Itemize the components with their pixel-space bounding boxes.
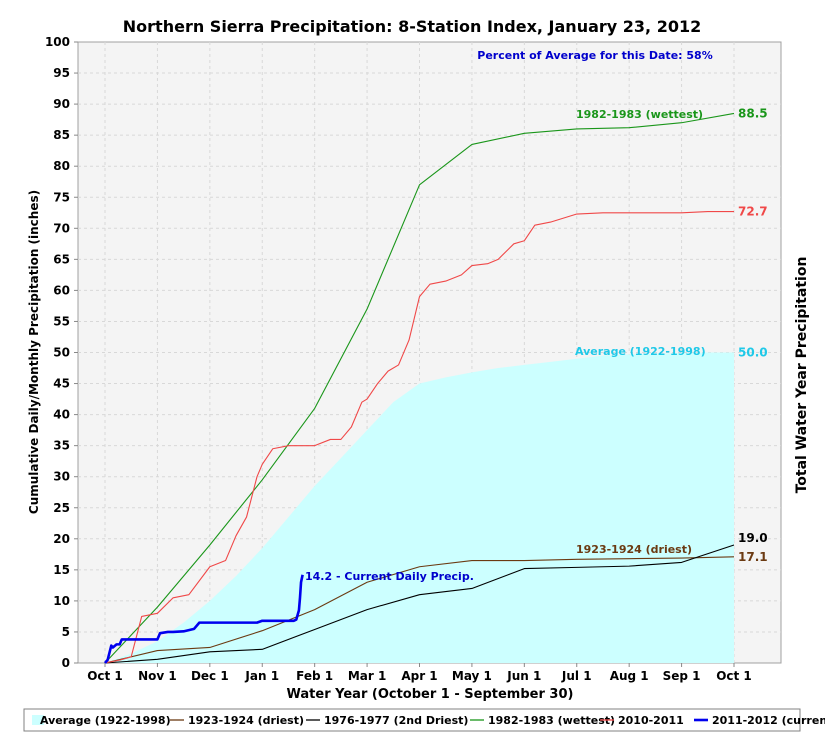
x-tick-label: Nov 1 [138, 669, 177, 683]
legend-label: Average (1922-1998) [40, 714, 171, 727]
y-tick-label: 95 [53, 66, 70, 80]
x-tick-label: Oct 1 [716, 669, 752, 683]
y-tick-label: 70 [53, 221, 70, 235]
legend-label: 2010-2011 [618, 714, 684, 727]
series-line-1923-1924-driest [104, 556, 735, 664]
y-tick-label: 85 [53, 128, 70, 142]
end-value-label: 88.5 [738, 106, 768, 120]
x-tick-label: Apr 1 [401, 669, 437, 683]
series-line-2010-2011 [104, 210, 734, 664]
x-tick-label: Jun 1 [506, 669, 541, 683]
end-value-label: 17.1 [738, 550, 768, 564]
y-tick-label: 65 [53, 252, 70, 266]
y-tick-label: 50 [53, 346, 70, 360]
legend-label: 1923-1924 (driest) [188, 714, 304, 727]
end-value-label: 72.7 [738, 205, 768, 219]
x-tick-label: Jan 1 [244, 669, 279, 683]
legend-swatch [32, 715, 44, 725]
series-line-1982-1983-wettest [104, 112, 735, 664]
y-tick-label: 55 [53, 314, 70, 328]
series-annotations: 50.0 17.1 19.0 88.5 72.7 Average (1922-1998) 1… [305, 106, 768, 583]
y-tick-label: 25 [53, 501, 70, 515]
x-tick-label: May 1 [452, 669, 492, 683]
legend-label: 1982-1983 (wettest) [488, 714, 615, 727]
y-tick-label: 90 [53, 97, 70, 111]
x-tick-label: Dec 1 [191, 669, 229, 683]
series-line-2011-2012-current [104, 574, 304, 664]
x-tick-label: Sep 1 [663, 669, 701, 683]
x-tick-label: Feb 1 [296, 669, 333, 683]
legend-label: 2011-2012 (current) [712, 714, 825, 727]
y-tick-label: 60 [53, 283, 70, 297]
legend: Average (1922-1998) 1923-1924 (driest) 197… [32, 714, 825, 727]
y-tick-label: 15 [53, 563, 70, 577]
y-tick-label: 20 [53, 532, 70, 546]
y-tick-label: 0 [62, 656, 70, 670]
y-tick-label: 40 [53, 408, 70, 422]
y-tick-label: 10 [53, 594, 70, 608]
x-axis-title: Water Year (October 1 - September 30) [287, 687, 574, 702]
x-tick-label: Jul 1 [561, 669, 592, 683]
y-axis-ticks: 0 5 10 15 20 25 30 35 40 45 50 55 60 65 70 75 80 85 90 95 10… [45, 35, 78, 670]
series-area-average-1922-1998 [105, 352, 734, 663]
series-layer [104, 112, 735, 664]
legend-box [23, 708, 801, 732]
chart-title: Northern Sierra Precipitation: 8-Station… [123, 17, 701, 36]
percent-of-average-note: Percent of Average for this Date: 58% [477, 49, 712, 62]
series-label: 1923-1924 (driest) [576, 543, 692, 556]
series-line-1976-1977-2nd-driest [104, 544, 735, 664]
y-tick-label: 30 [53, 470, 70, 484]
x-tick-label: Mar 1 [348, 669, 386, 683]
y-tick-label: 35 [53, 439, 70, 453]
right-axis-title: Total Water Year Precipitation [794, 257, 810, 494]
end-value-label: 50.0 [738, 346, 768, 360]
x-tick-label: Oct 1 [87, 669, 123, 683]
x-axis-ticks: Oct 1 Nov 1 Dec 1 Jan 1 Feb 1 Mar 1 Apr 1 May 1… [87, 663, 752, 683]
legend-label: 1976-1977 (2nd Driest) [324, 714, 468, 727]
series-label: Average (1922-1998) [575, 345, 706, 358]
y-axis-title: Cumulative Daily/Monthly Precipitation (… [27, 190, 41, 514]
series-label: 1982-1983 (wettest) [576, 108, 703, 121]
y-tick-label: 45 [53, 377, 70, 391]
x-tick-label: Aug 1 [610, 669, 649, 683]
y-tick-label: 80 [53, 159, 70, 173]
end-value-label: 19.0 [738, 531, 768, 545]
y-tick-label: 5 [62, 625, 70, 639]
series-label: 14.2 - Current Daily Precip. [305, 570, 474, 583]
y-tick-label: 100 [45, 35, 70, 49]
y-tick-label: 75 [53, 190, 70, 204]
